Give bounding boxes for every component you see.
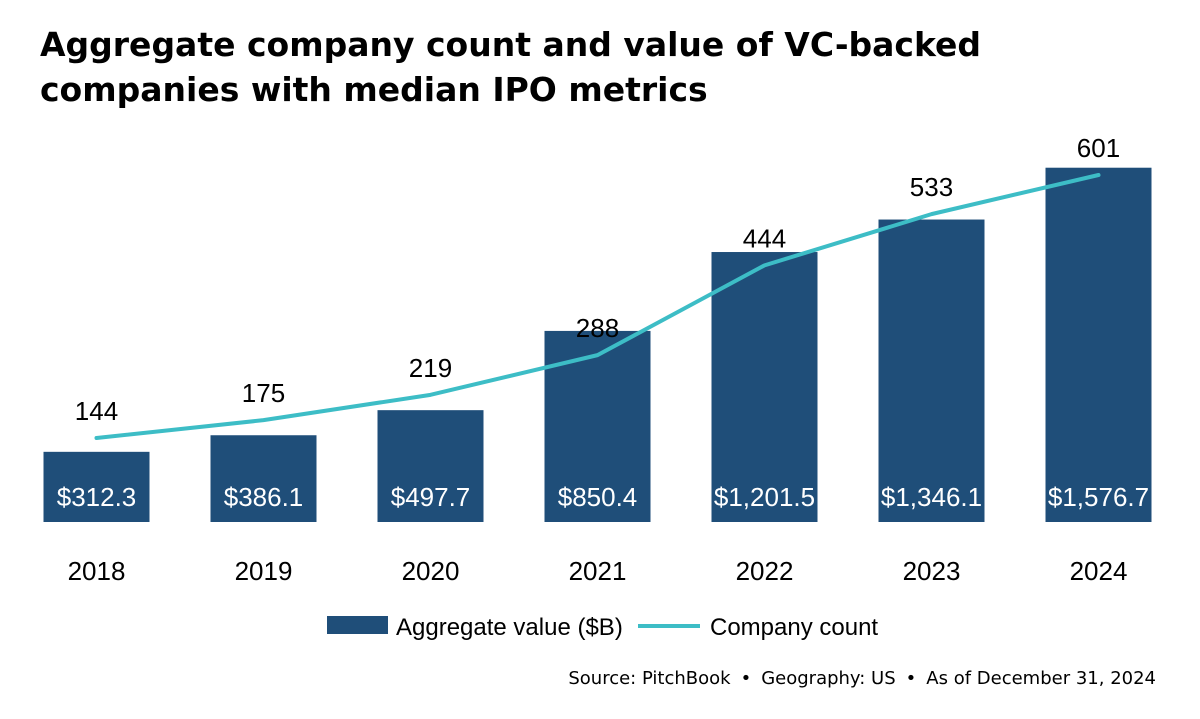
bar-label-2022: $1,201.5 — [714, 482, 815, 512]
bar-label-2021: $850.4 — [558, 482, 638, 512]
bar-label-2023: $1,346.1 — [881, 482, 982, 512]
line-series — [94, 173, 1101, 440]
legend-label-line: Company count — [710, 614, 878, 641]
bar-label-2019: $386.1 — [224, 482, 304, 512]
bar-2019 — [210, 435, 317, 522]
bar-2023 — [878, 219, 985, 523]
line-label-2018: 144 — [75, 396, 118, 426]
bar-label-2018: $312.3 — [57, 482, 137, 512]
x-tick-2022: 2022 — [736, 556, 794, 586]
x-tick-2020: 2020 — [402, 556, 460, 586]
bar-2024 — [1045, 167, 1152, 522]
bar-label-2020: $497.7 — [391, 482, 471, 512]
x-tick-2021: 2021 — [569, 556, 627, 586]
bar-series — [43, 167, 1152, 523]
separator-2: • — [905, 668, 917, 689]
x-tick-2023: 2023 — [903, 556, 961, 586]
bar-label-2024: $1,576.7 — [1048, 482, 1149, 512]
chart-title: Aggregate company count and value of VC-… — [40, 25, 982, 109]
line-label-2023: 533 — [910, 172, 953, 202]
line-label-2019: 175 — [242, 378, 285, 408]
geography-text: Geography: US — [761, 668, 896, 689]
source-text: Source: PitchBook — [568, 668, 731, 689]
x-tick-2024: 2024 — [1070, 556, 1128, 586]
legend-label-bar: Aggregate value ($B) — [396, 614, 623, 641]
separator-1: • — [740, 668, 752, 689]
bar-2018 — [43, 451, 150, 522]
legend: Aggregate value ($B) Company count — [327, 614, 878, 641]
bar-2022 — [711, 252, 818, 522]
legend-swatch-bar — [327, 616, 388, 634]
line-label-2020: 219 — [409, 353, 452, 383]
x-tick-2019: 2019 — [235, 556, 293, 586]
bar-value-labels: $312.3 $386.1 $497.7 $850.4 $1,201.5 $1,346.1… — [57, 482, 1149, 512]
x-axis-tick-labels: 2018 2019 2020 2021 2022 2023 2024 — [68, 556, 1128, 586]
source-note: Source: PitchBook • Geography: US • As of De… — [568, 668, 1156, 689]
line-value-labels: 144 175 219 288 444 533 601 — [75, 133, 1120, 426]
line-label-2024: 601 — [1077, 133, 1120, 163]
line-label-2022: 444 — [743, 223, 786, 253]
date-text: As of December 31, 2024 — [926, 668, 1156, 689]
bar-2020 — [377, 410, 484, 522]
line-label-2021: 288 — [576, 313, 619, 343]
x-tick-2018: 2018 — [68, 556, 126, 586]
